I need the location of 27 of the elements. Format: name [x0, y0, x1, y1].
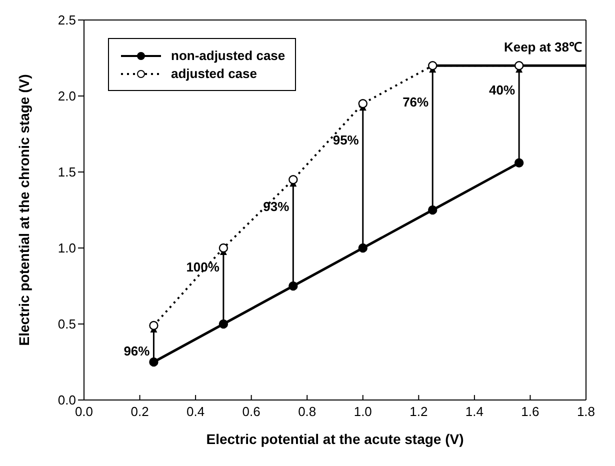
annotation: 40%: [489, 82, 516, 98]
annotation: 93%: [263, 198, 290, 214]
annotation: 96%: [124, 344, 150, 359]
x-tick-label: 1.8: [576, 404, 596, 420]
x-tick-label: 1.6: [521, 404, 540, 420]
y-tick-label: 0.5: [58, 316, 76, 332]
y-tick-label: 2.5: [58, 12, 76, 28]
x-tick-label: 1.4: [465, 404, 484, 420]
x-tick-label: 1.0: [354, 404, 372, 420]
y-tick-label: 1.0: [58, 240, 76, 256]
x-axis-title: Electric potential at the acute stage (V): [206, 431, 464, 447]
x-tick-label: 0.8: [298, 404, 316, 420]
y-tick-label: 0.0: [58, 392, 76, 408]
annotation: Keep at 38℃: [504, 40, 582, 55]
x-tick-label: 0.4: [186, 404, 205, 420]
x-tick-label: 0.2: [130, 404, 149, 420]
y-axis-title: Electric potential at the chronic stage (V): [16, 74, 32, 346]
y-tick-label: 2.0: [58, 88, 76, 104]
legend-label: non-adjusted case: [171, 48, 286, 63]
x-tick-label: 1.2: [410, 404, 428, 420]
annotation: 76%: [402, 94, 430, 110]
x-tick-label: 0.0: [74, 404, 94, 420]
x-tick-label: 0.6: [242, 404, 260, 420]
y-tick-label: 1.5: [58, 164, 76, 180]
legend-label: adjusted case: [171, 66, 257, 81]
annotation: 95%: [332, 132, 360, 148]
annotation: 100%: [186, 260, 220, 275]
